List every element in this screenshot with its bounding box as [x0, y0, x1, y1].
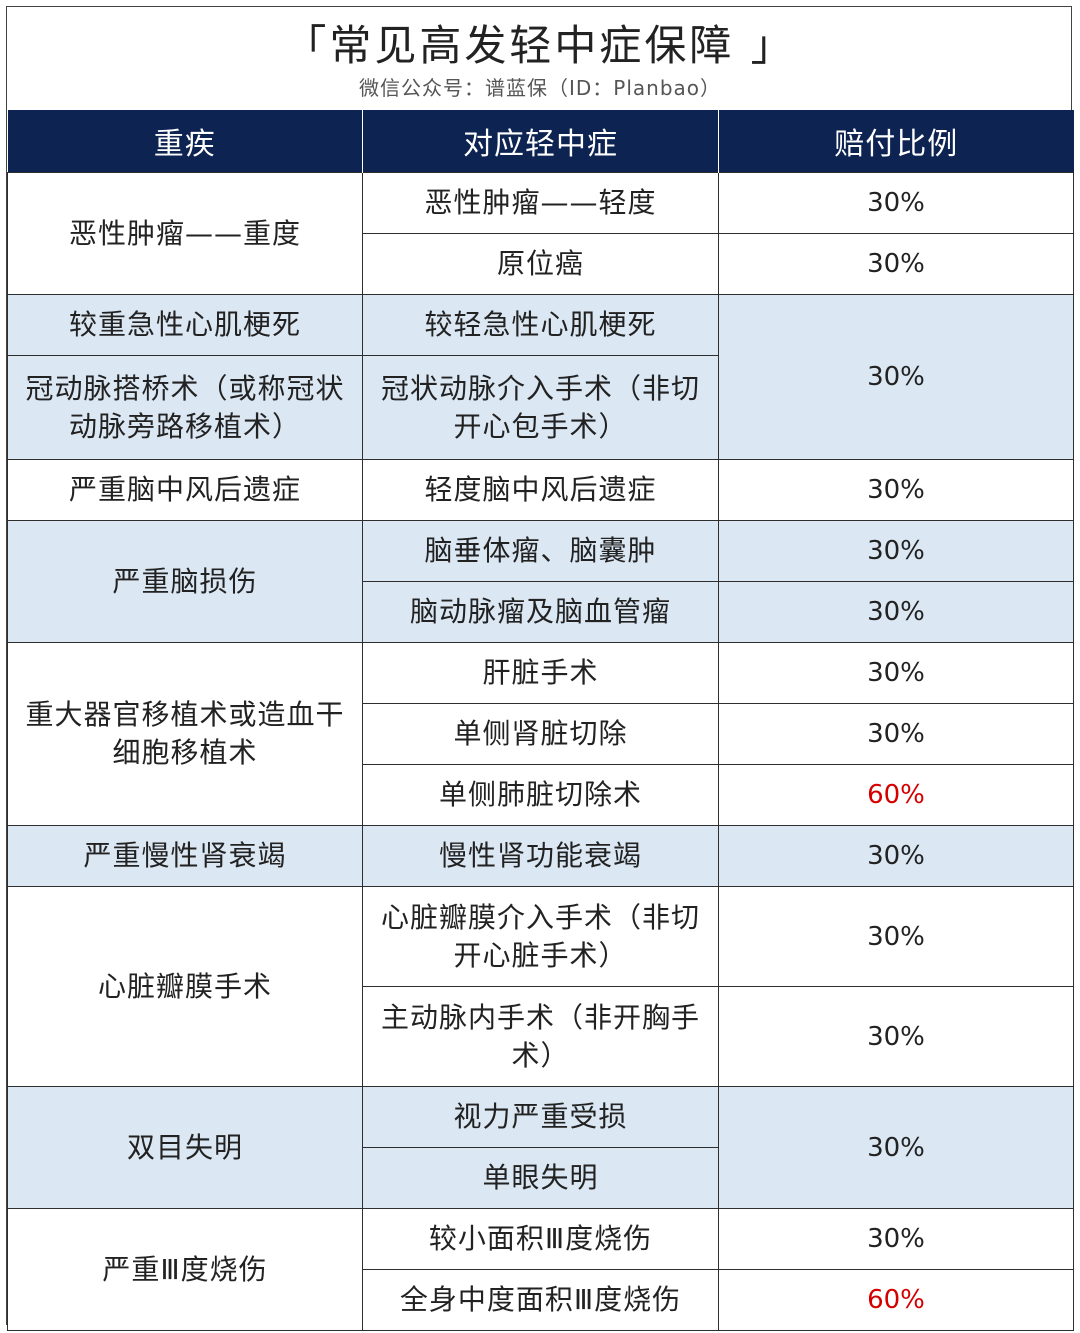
critical-illness-cell: 冠动脉搭桥术（或称冠状动脉旁路移植术） — [7, 355, 363, 460]
critical-illness-cell: 双目失明 — [7, 1086, 363, 1209]
table-row: 单侧肺脏切除术 60% — [8, 764, 1074, 826]
mild-illness-cell: 主动脉内手术（非开胸手术） — [362, 986, 719, 1087]
payout-ratio-cell: 30% — [718, 233, 1074, 295]
page-title: 「常见高发轻中症保障 」 — [284, 21, 796, 70]
table-row: 原位癌 30% — [8, 233, 1074, 295]
table-row: 单侧肾脏切除 30% — [8, 703, 1074, 765]
table-row: 双目失明 视力严重受损 30% — [7, 1086, 1074, 1209]
payout-ratio-cell: 30% — [718, 1086, 1074, 1209]
payout-ratio-cell: 30% — [718, 886, 1074, 987]
mild-illness-cell: 单侧肺脏切除术 — [362, 764, 719, 826]
column-header-critical: 重疾 — [7, 110, 363, 173]
mild-illness-cell: 原位癌 — [362, 233, 719, 295]
table-row: 严重Ⅲ度烧伤 较小面积Ⅲ度烧伤 30% — [7, 1208, 1074, 1331]
mild-illness-cell: 轻度脑中风后遗症 — [362, 459, 719, 521]
mild-illness-cell: 全身中度面积Ⅲ度烧伤 — [362, 1269, 719, 1331]
mild-illness-cell: 肝脏手术 — [362, 642, 719, 704]
table-row: 单眼失明 — [8, 1147, 1074, 1209]
payout-ratio-cell: 30% — [718, 294, 1074, 460]
payout-ratio-cell: 30% — [718, 986, 1074, 1087]
payout-ratio-cell: 30% — [718, 703, 1074, 765]
table-row: 心脏瓣膜手术 心脏瓣膜介入手术（非切开心脏手术） 30% — [7, 886, 1074, 1087]
table-row: 冠动脉搭桥术（或称冠状动脉旁路移植术） 冠状动脉介入手术（非切开心包手术） — [7, 355, 1074, 460]
mild-illness-cell: 恶性肿瘤——轻度 — [362, 172, 719, 234]
page-subtitle: 微信公众号：谱蓝保（ID：Planbao） — [358, 76, 722, 100]
payout-ratio-cell: 30% — [718, 1208, 1074, 1270]
mild-illness-cell: 较轻急性心肌梗死 — [362, 294, 719, 356]
table-header-row: 重疾 对应轻中症 赔付比例 — [7, 110, 1074, 173]
coverage-table: 重疾 对应轻中症 赔付比例 恶性肿瘤——重度 恶性肿瘤——轻度 30% 原位癌 … — [7, 110, 1074, 1331]
mild-illness-cell: 单眼失明 — [362, 1147, 719, 1209]
mild-illness-cell: 冠状动脉介入手术（非切开心包手术） — [362, 355, 719, 460]
payout-ratio-cell: 30% — [718, 520, 1074, 582]
mild-illness-cell: 视力严重受损 — [362, 1086, 719, 1148]
critical-illness-cell: 严重脑损伤 — [7, 520, 363, 643]
payout-ratio-cell: 30% — [718, 459, 1074, 521]
table-row: 严重慢性肾衰竭 慢性肾功能衰竭 30% — [7, 825, 1074, 887]
critical-illness-cell: 心脏瓣膜手术 — [7, 886, 363, 1087]
mild-illness-cell: 较小面积Ⅲ度烧伤 — [362, 1208, 719, 1270]
mild-illness-cell: 慢性肾功能衰竭 — [362, 825, 719, 887]
payout-ratio-cell: 30% — [718, 825, 1074, 887]
mild-illness-cell: 单侧肾脏切除 — [362, 703, 719, 765]
payout-ratio-cell: 30% — [718, 642, 1074, 704]
payout-ratio-cell: 30% — [718, 581, 1074, 643]
payout-ratio-cell: 30% — [718, 172, 1074, 234]
critical-illness-cell: 重大器官移植术或造血干细胞移植术 — [7, 642, 363, 826]
mild-illness-cell: 心脏瓣膜介入手术（非切开心脏手术） — [362, 886, 719, 987]
critical-illness-cell: 严重Ⅲ度烧伤 — [7, 1208, 363, 1331]
critical-illness-cell: 严重脑中风后遗症 — [7, 459, 363, 521]
critical-illness-cell: 恶性肿瘤——重度 — [7, 172, 363, 295]
mild-illness-cell: 脑垂体瘤、脑囊肿 — [362, 520, 719, 582]
critical-illness-cell: 较重急性心肌梗死 — [7, 294, 363, 356]
mild-illness-cell: 脑动脉瘤及脑血管瘤 — [362, 581, 719, 643]
column-header-mild: 对应轻中症 — [362, 110, 719, 173]
table-row: 全身中度面积Ⅲ度烧伤 60% — [8, 1269, 1074, 1331]
critical-illness-cell: 严重慢性肾衰竭 — [7, 825, 363, 887]
table-row: 脑动脉瘤及脑血管瘤 30% — [8, 581, 1074, 643]
payout-ratio-cell-highlight: 60% — [718, 764, 1074, 826]
table-row: 重大器官移植术或造血干细胞移植术 肝脏手术 30% — [7, 642, 1074, 826]
payout-ratio-cell-highlight: 60% — [718, 1269, 1074, 1331]
table-row: 较重急性心肌梗死 较轻急性心肌梗死 30% — [7, 294, 1074, 460]
column-header-ratio: 赔付比例 — [718, 110, 1074, 173]
table-row: 严重脑中风后遗症 轻度脑中风后遗症 30% — [7, 459, 1074, 521]
table-row: 恶性肿瘤——重度 恶性肿瘤——轻度 30% — [7, 172, 1074, 295]
table-row: 主动脉内手术（非开胸手术） 30% — [8, 986, 1074, 1087]
table-row: 严重脑损伤 脑垂体瘤、脑囊肿 30% — [7, 520, 1074, 643]
